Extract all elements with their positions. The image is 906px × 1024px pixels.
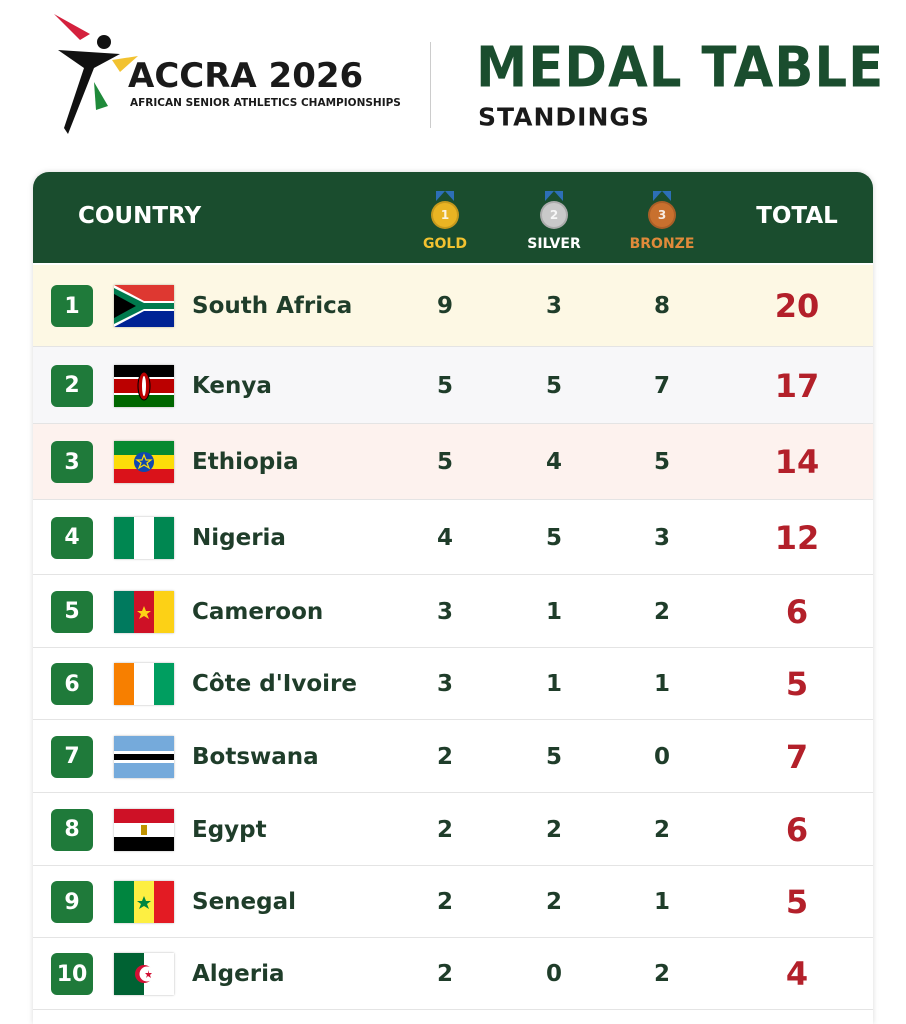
flag xyxy=(114,516,174,559)
medal-count: 4 xyxy=(436,524,454,551)
medal-count: 0 xyxy=(545,961,563,987)
country-name: Senegal xyxy=(192,889,297,915)
medal-count: 2 xyxy=(653,816,671,843)
medal-icon: 3 xyxy=(648,201,676,229)
total-count: 5 xyxy=(785,665,809,703)
total-count: 17 xyxy=(774,366,820,405)
medal-count: 3 xyxy=(545,293,563,319)
medal-count: 7 xyxy=(653,372,671,399)
country-name: Cameroon xyxy=(192,598,324,625)
flag xyxy=(114,364,174,407)
medal-count: 5 xyxy=(436,449,454,475)
title: MEDAL TABLE xyxy=(476,35,885,101)
medal-label: GOLD xyxy=(423,236,467,252)
medal-count: 5 xyxy=(653,449,671,475)
column-header: COUNTRY xyxy=(78,203,202,229)
flag xyxy=(114,881,174,923)
rank-badge: 1 xyxy=(51,285,93,327)
flag xyxy=(114,808,174,851)
flag xyxy=(114,953,174,995)
country-name: Algeria xyxy=(192,961,285,987)
medal-ribbon xyxy=(436,191,454,201)
medal-count: 9 xyxy=(436,293,454,319)
logo-title: ACCRA 2026 xyxy=(128,56,364,96)
medal-count: 1 xyxy=(653,889,671,915)
medal-count: 4 xyxy=(545,449,563,475)
medal-count: 3 xyxy=(653,524,671,551)
rank-badge: 8 xyxy=(51,808,93,851)
column-header: TOTAL xyxy=(756,203,838,229)
total-count: 6 xyxy=(785,592,809,631)
medal-label: SILVER xyxy=(527,236,581,252)
medal-count: 8 xyxy=(653,293,671,319)
country-name: Nigeria xyxy=(192,524,286,551)
rank-badge: 9 xyxy=(51,881,93,923)
rank-badge: 10 xyxy=(51,953,93,995)
total-count: 5 xyxy=(785,883,809,921)
logo-mark xyxy=(54,14,138,134)
medal-count: 5 xyxy=(436,372,454,399)
country-name: Côte d'Ivoire xyxy=(192,671,357,697)
medal-count: 2 xyxy=(436,816,454,843)
total-count: 6 xyxy=(785,810,809,849)
flag xyxy=(114,285,174,327)
rank-badge: 2 xyxy=(51,364,93,407)
total-count: 14 xyxy=(774,443,820,481)
medal-count: 2 xyxy=(653,598,671,625)
rank-badge: 4 xyxy=(51,516,93,559)
country-name: Ethiopia xyxy=(192,449,299,475)
medal-count: 3 xyxy=(436,598,454,625)
flag xyxy=(114,590,174,633)
rank-badge: 7 xyxy=(51,735,93,778)
rank-badge: 5 xyxy=(51,590,93,633)
total-count: 20 xyxy=(774,287,820,325)
medal-count: 2 xyxy=(545,816,563,843)
medal-count: 1 xyxy=(545,671,563,697)
flag xyxy=(114,663,174,705)
country-name: Botswana xyxy=(192,743,319,770)
medal-count: 3 xyxy=(436,671,454,697)
medal-ribbon xyxy=(653,191,671,201)
total-count: 7 xyxy=(785,737,809,776)
medal-count: 1 xyxy=(545,598,563,625)
total-count: 12 xyxy=(774,518,820,557)
country-name: Kenya xyxy=(192,372,272,399)
rank-badge: 6 xyxy=(51,663,93,705)
medal-ribbon xyxy=(545,191,563,201)
medal-count: 0 xyxy=(653,743,671,770)
logo-subtitle: AFRICAN SENIOR ATHLETICS CHAMPIONSHIPS xyxy=(130,97,401,109)
medal-count: 1 xyxy=(653,671,671,697)
country-name: Egypt xyxy=(192,816,267,843)
rank-badge: 3 xyxy=(51,441,93,483)
separator xyxy=(430,42,431,128)
flag xyxy=(114,441,174,483)
medal-count: 5 xyxy=(545,524,563,551)
total-count: 4 xyxy=(785,955,809,993)
medal-count: 5 xyxy=(545,743,563,770)
medal-count: 5 xyxy=(545,372,563,399)
flag xyxy=(114,735,174,778)
medal-count: 2 xyxy=(545,889,563,915)
medal-label: BRONZE xyxy=(629,236,695,252)
medal-count: 2 xyxy=(436,743,454,770)
medal-icon: 1 xyxy=(431,201,459,229)
medal-count: 2 xyxy=(436,961,454,987)
country-name: South Africa xyxy=(192,293,353,319)
subtitle: STANDINGS xyxy=(478,102,650,132)
medal-count: 2 xyxy=(653,961,671,987)
medal-icon: 2 xyxy=(540,201,568,229)
medal-count: 2 xyxy=(436,889,454,915)
